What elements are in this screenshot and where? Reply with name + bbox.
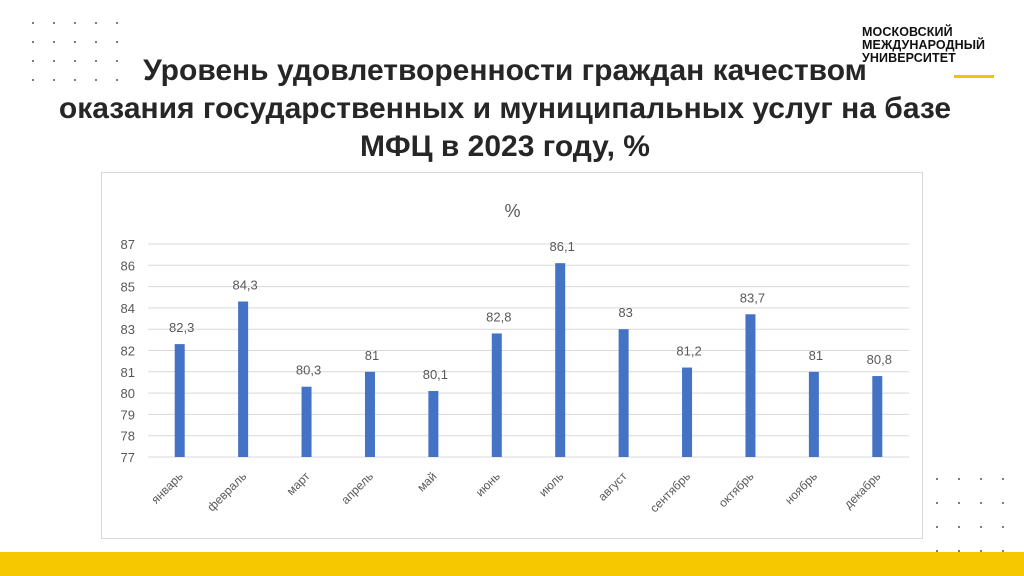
data-label: 82,8 <box>486 309 511 324</box>
data-label: 80,8 <box>867 352 892 367</box>
logo-line-2: МЕЖДУНАРОДНЫЙ <box>862 38 986 52</box>
data-label: 84,3 <box>232 278 257 293</box>
x-tick-label: ноябрь <box>782 469 820 507</box>
x-tick-label: март <box>284 469 313 498</box>
bar <box>301 386 312 457</box>
data-label: 81 <box>365 348 379 363</box>
data-label: 81,2 <box>676 344 701 359</box>
bar <box>428 390 439 457</box>
y-tick-label: 85 <box>121 280 135 295</box>
bar <box>872 376 883 457</box>
y-tick-label: 84 <box>121 301 135 316</box>
x-tick-label: апрель <box>338 469 376 507</box>
x-tick-label: август <box>595 469 630 504</box>
title-line-3: МФЦ в 2023 году, % <box>360 130 650 163</box>
y-tick-label: 86 <box>121 258 135 273</box>
x-tick-label: январь <box>148 469 185 506</box>
y-tick-label: 83 <box>121 322 135 337</box>
chart-title: % <box>504 201 520 221</box>
x-tick-label: декабрь <box>841 469 883 511</box>
logo-line-3: УНИВЕРСИТЕТ <box>862 51 956 65</box>
x-tick-label: октябрь <box>716 469 757 510</box>
y-tick-label: 81 <box>121 365 135 380</box>
bar <box>238 301 249 457</box>
logo-accent-bar <box>954 75 994 78</box>
data-label: 83,7 <box>740 290 765 305</box>
title-line-2: оказания государственных и муниципальных… <box>58 92 952 125</box>
chart-container: % 77 78 79 80 81 82 83 84 85 86 87 82,3 январь 84,3 фев… <box>101 172 923 539</box>
x-tick-label: июнь <box>473 469 503 499</box>
bar <box>555 263 566 457</box>
decorative-dots-top-left <box>32 22 118 81</box>
bar <box>491 333 502 457</box>
x-tick-label: февраль <box>204 469 249 514</box>
slide-title: Уровень удовлетворенности граждан качест… <box>0 52 1010 166</box>
title-line-1: Уровень удовлетворенности граждан качест… <box>143 54 867 87</box>
y-tick-label: 78 <box>121 429 135 444</box>
y-tick-label: 80 <box>121 386 135 401</box>
data-label: 86,1 <box>550 239 575 254</box>
data-label: 82,3 <box>169 320 194 335</box>
data-label: 80,1 <box>423 367 448 382</box>
y-tick-label: 79 <box>121 407 135 422</box>
university-logo: МОСКОВСКИЙ МЕЖДУНАРОДНЫЙ УНИВЕРСИТЕТ <box>862 25 1012 78</box>
bar <box>745 314 756 457</box>
bar <box>682 367 693 457</box>
x-tick-label: май <box>414 469 439 494</box>
bar <box>808 371 819 457</box>
y-tick-label: 87 <box>121 237 135 252</box>
bar <box>618 329 629 457</box>
y-tick-label: 82 <box>121 344 135 359</box>
data-label: 80,3 <box>296 363 321 378</box>
data-label: 81 <box>809 348 823 363</box>
bar <box>364 371 375 457</box>
bar-chart: % 77 78 79 80 81 82 83 84 85 86 87 82,3 январь 84,3 фев… <box>121 201 909 515</box>
bottom-accent-bar <box>0 552 1024 576</box>
x-tick-label: июль <box>536 469 566 499</box>
data-label: 83 <box>618 305 632 320</box>
decorative-dots-bottom-right <box>936 478 1024 552</box>
y-tick-label: 77 <box>121 450 135 465</box>
x-tick-label: сентябрь <box>647 469 693 515</box>
bar <box>174 344 185 457</box>
logo-line-1: МОСКОВСКИЙ <box>862 25 953 39</box>
